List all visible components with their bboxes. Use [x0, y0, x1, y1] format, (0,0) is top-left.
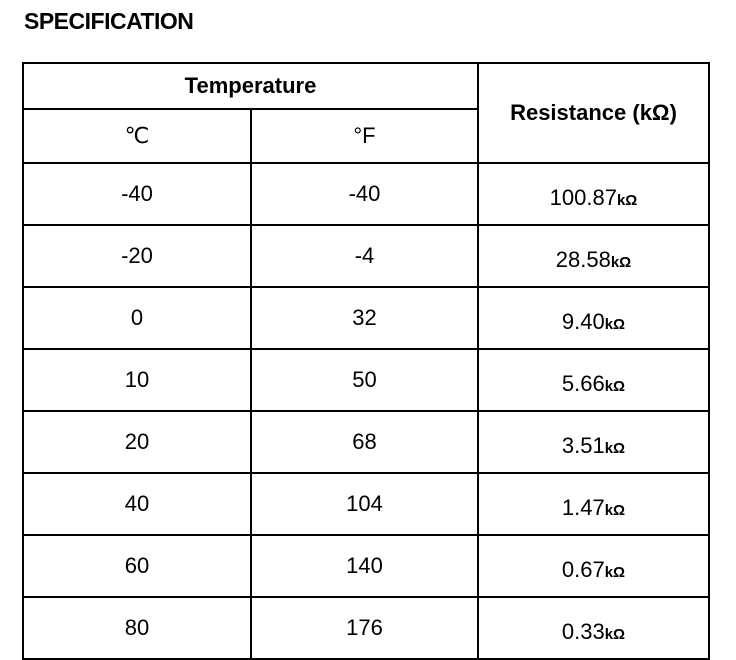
header-cell: °F — [250, 108, 479, 164]
header-row: ℃ °F — [22, 108, 709, 164]
resistance-cell: 100.87kΩ — [477, 162, 710, 226]
fahrenheit-cell: 140 — [250, 534, 479, 598]
table-body: Temperature Resistance (kΩ) ℃ °F -40 -40 1… — [22, 62, 710, 660]
resistance-cell: 3.51kΩ — [477, 410, 710, 474]
resistance-cell: 28.58kΩ — [477, 224, 710, 288]
resistance-unit: kΩ — [604, 564, 626, 581]
resistance-cell: 0.67kΩ — [477, 534, 710, 598]
page: SPECIFICATION Temperature Resistance (kΩ… — [22, 8, 710, 660]
title: SPECIFICATION — [24, 8, 194, 34]
header-row: Temperature Resistance (kΩ) — [22, 62, 710, 164]
resistance-value: 0.67 — [561, 557, 605, 582]
data-row: 0 32 9.40kΩ — [22, 286, 710, 350]
resistance-unit: kΩ — [604, 626, 626, 643]
resistance-cell: 0.33kΩ — [477, 596, 710, 660]
header-cell: Resistance (kΩ) — [477, 62, 710, 164]
header-cell: Temperature — [22, 62, 479, 110]
resistance-unit: kΩ — [604, 378, 626, 395]
resistance-unit: kΩ — [616, 192, 638, 209]
resistance-value: 9.40 — [561, 309, 605, 334]
fahrenheit-cell: 176 — [250, 596, 479, 660]
data-row: -40 -40 100.87kΩ — [22, 162, 710, 226]
resistance-unit: kΩ — [604, 440, 626, 457]
celsius-cell: 10 — [22, 348, 252, 412]
data-row: 80 176 0.33kΩ — [22, 596, 710, 660]
celsius-cell: 0 — [22, 286, 252, 350]
spec-table: Temperature Resistance (kΩ) ℃ °F -40 -40 1… — [22, 62, 710, 660]
data-row: 10 50 5.66kΩ — [22, 348, 710, 412]
data-row: 20 68 3.51kΩ — [22, 410, 710, 474]
resistance-cell: 5.66kΩ — [477, 348, 710, 412]
resistance-value: 0.33 — [561, 619, 605, 644]
resistance-unit: kΩ — [610, 254, 632, 271]
fahrenheit-cell: 104 — [250, 472, 479, 536]
fahrenheit-cell: -4 — [250, 224, 479, 288]
celsius-cell: 20 — [22, 410, 252, 474]
resistance-cell: 9.40kΩ — [477, 286, 710, 350]
resistance-unit: kΩ — [604, 502, 626, 519]
celsius-cell: 80 — [22, 596, 252, 660]
resistance-unit: kΩ — [604, 316, 626, 333]
resistance-value: 5.66 — [561, 371, 605, 396]
celsius-cell: -20 — [22, 224, 252, 288]
fahrenheit-cell: 68 — [250, 410, 479, 474]
celsius-cell: 40 — [22, 472, 252, 536]
celsius-cell: -40 — [22, 162, 252, 226]
celsius-cell: 60 — [22, 534, 252, 598]
fahrenheit-cell: 32 — [250, 286, 479, 350]
resistance-value: 3.51 — [561, 433, 605, 458]
resistance-value: 100.87 — [549, 185, 617, 210]
data-row: -20 -4 28.58kΩ — [22, 224, 710, 288]
header-cell: ℃ — [22, 108, 252, 164]
resistance-value: 28.58 — [555, 247, 611, 272]
data-row: 40 104 1.47kΩ — [22, 472, 710, 536]
data-row: 60 140 0.67kΩ — [22, 534, 710, 598]
resistance-cell: 1.47kΩ — [477, 472, 710, 536]
resistance-value: 1.47 — [561, 495, 605, 520]
fahrenheit-cell: -40 — [250, 162, 479, 226]
fahrenheit-cell: 50 — [250, 348, 479, 412]
